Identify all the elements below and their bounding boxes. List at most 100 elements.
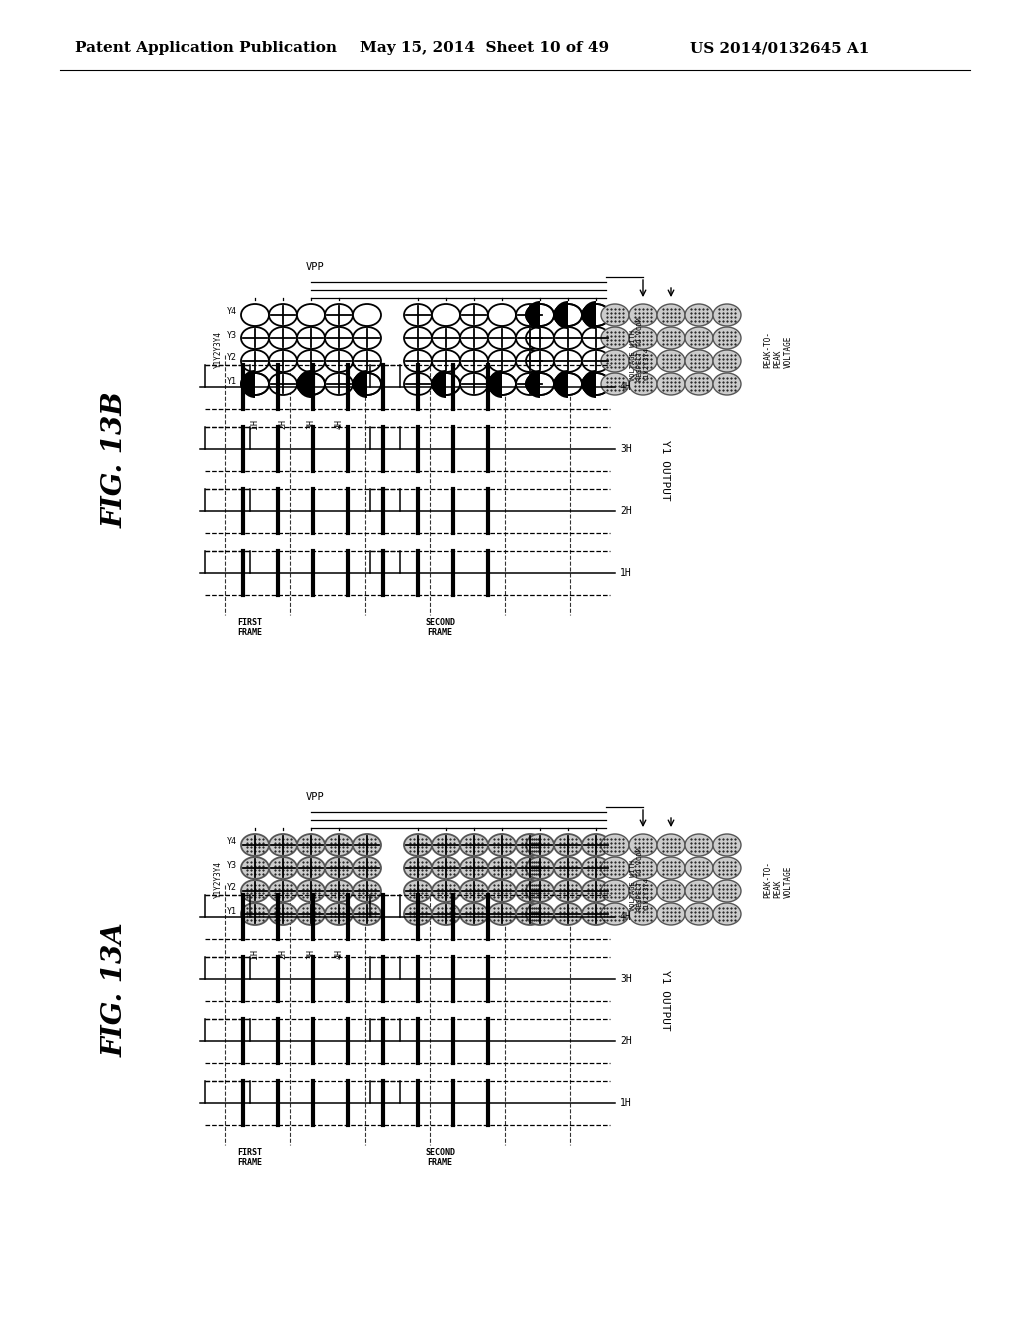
Ellipse shape [488, 857, 516, 879]
Ellipse shape [629, 350, 657, 372]
Text: 3H: 3H [620, 444, 632, 454]
Text: 2H: 2H [620, 506, 632, 516]
Text: 4H: 4H [620, 912, 632, 921]
Text: FIG. 13B: FIG. 13B [101, 392, 128, 528]
Ellipse shape [325, 880, 353, 902]
Ellipse shape [601, 903, 629, 925]
Ellipse shape [269, 350, 297, 372]
Ellipse shape [685, 304, 713, 326]
Ellipse shape [516, 834, 544, 855]
Ellipse shape [629, 903, 657, 925]
Wedge shape [432, 370, 446, 399]
Ellipse shape [601, 374, 629, 395]
Text: 3H: 3H [620, 974, 632, 983]
Ellipse shape [488, 304, 516, 326]
Ellipse shape [353, 374, 381, 395]
Text: 1H: 1H [251, 418, 259, 429]
Ellipse shape [601, 327, 629, 348]
Ellipse shape [554, 880, 582, 902]
Ellipse shape [526, 327, 554, 348]
Ellipse shape [241, 857, 269, 879]
Ellipse shape [488, 350, 516, 372]
Ellipse shape [713, 834, 741, 855]
Ellipse shape [297, 350, 325, 372]
Ellipse shape [432, 834, 460, 855]
Ellipse shape [460, 374, 488, 395]
Wedge shape [582, 301, 596, 329]
Ellipse shape [488, 880, 516, 902]
Ellipse shape [516, 374, 544, 395]
Ellipse shape [516, 350, 544, 372]
Ellipse shape [657, 834, 685, 855]
Ellipse shape [516, 857, 544, 879]
Wedge shape [554, 301, 568, 329]
Text: Y2: Y2 [227, 883, 237, 892]
Text: PEAK-TO-
PEAK
VOLTAGE: PEAK-TO- PEAK VOLTAGE [763, 331, 793, 368]
Text: Y1Y2Y3Y4: Y1Y2Y3Y4 [214, 861, 223, 898]
Ellipse shape [488, 903, 516, 925]
Ellipse shape [554, 350, 582, 372]
Ellipse shape [404, 834, 432, 855]
Ellipse shape [554, 903, 582, 925]
Ellipse shape [460, 903, 488, 925]
Ellipse shape [516, 327, 544, 348]
Ellipse shape [582, 304, 610, 326]
Ellipse shape [713, 327, 741, 348]
Text: VPP: VPP [305, 792, 325, 803]
Ellipse shape [554, 327, 582, 348]
Ellipse shape [488, 374, 516, 395]
Ellipse shape [657, 350, 685, 372]
Ellipse shape [601, 304, 629, 326]
Ellipse shape [713, 350, 741, 372]
Ellipse shape [554, 857, 582, 879]
Ellipse shape [629, 834, 657, 855]
Ellipse shape [657, 374, 685, 395]
Ellipse shape [432, 374, 460, 395]
Text: 2H: 2H [279, 949, 288, 960]
Ellipse shape [629, 880, 657, 902]
Text: FIG. 13A: FIG. 13A [101, 923, 128, 1057]
Ellipse shape [353, 350, 381, 372]
Ellipse shape [685, 374, 713, 395]
Text: 4H: 4H [335, 418, 343, 429]
Ellipse shape [460, 304, 488, 326]
Ellipse shape [353, 834, 381, 855]
Ellipse shape [269, 374, 297, 395]
Ellipse shape [488, 834, 516, 855]
Ellipse shape [516, 304, 544, 326]
Ellipse shape [601, 350, 629, 372]
Ellipse shape [297, 304, 325, 326]
Text: Y4: Y4 [227, 308, 237, 317]
Text: US 2014/0132645 A1: US 2014/0132645 A1 [690, 41, 869, 55]
Ellipse shape [657, 304, 685, 326]
Ellipse shape [582, 903, 610, 925]
Ellipse shape [404, 880, 432, 902]
Ellipse shape [713, 304, 741, 326]
Ellipse shape [601, 880, 629, 902]
Ellipse shape [582, 834, 610, 855]
Wedge shape [526, 370, 540, 399]
Ellipse shape [629, 857, 657, 879]
Ellipse shape [554, 834, 582, 855]
Ellipse shape [241, 350, 269, 372]
Text: Y1 OUTPUT: Y1 OUTPUT [660, 970, 670, 1031]
Ellipse shape [460, 834, 488, 855]
Ellipse shape [685, 327, 713, 348]
Ellipse shape [657, 903, 685, 925]
Ellipse shape [325, 834, 353, 855]
Text: SECOND
FRAME: SECOND FRAME [425, 1148, 455, 1167]
Ellipse shape [460, 857, 488, 879]
Wedge shape [554, 370, 568, 399]
Ellipse shape [657, 880, 685, 902]
Ellipse shape [488, 327, 516, 348]
Ellipse shape [325, 304, 353, 326]
Ellipse shape [516, 880, 544, 902]
Ellipse shape [269, 857, 297, 879]
Ellipse shape [601, 857, 629, 879]
Ellipse shape [526, 834, 554, 855]
Wedge shape [582, 370, 596, 399]
Ellipse shape [353, 880, 381, 902]
Ellipse shape [297, 903, 325, 925]
Ellipse shape [241, 304, 269, 326]
Ellipse shape [526, 857, 554, 879]
